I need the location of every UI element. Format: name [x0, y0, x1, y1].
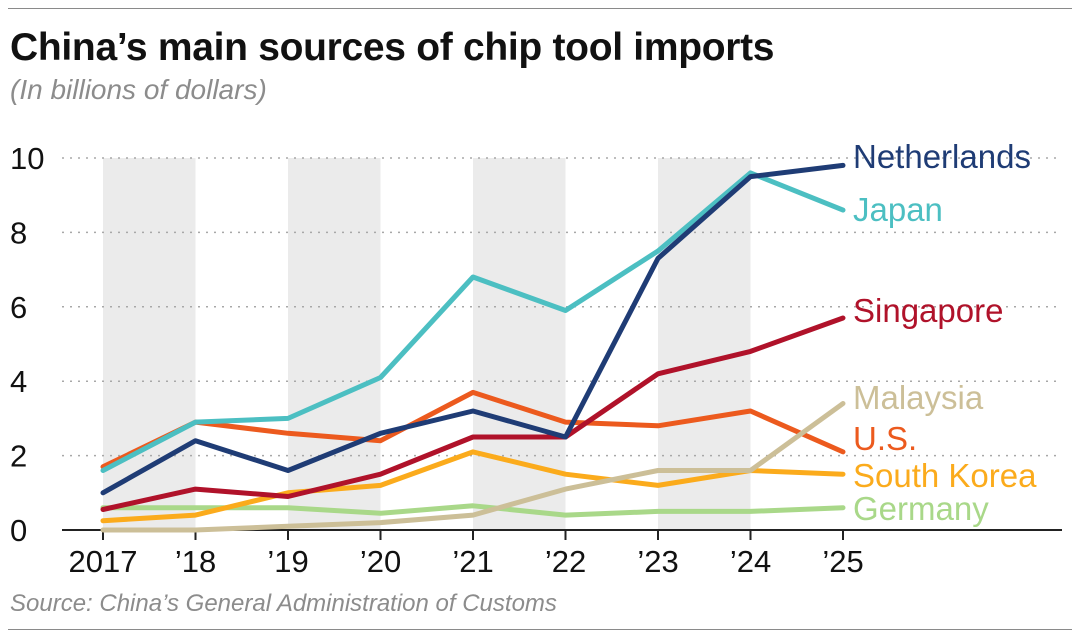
top-rule: [8, 8, 1072, 9]
shaded-band: [103, 158, 196, 530]
y-tick-label: 2: [10, 439, 27, 474]
axes: 0 2 4 6 8 10 2017 ’18 ’19 ’20 ’21 ’22 ’23 ’24 ’25: [10, 141, 1062, 579]
series-label: Malaysia: [853, 379, 984, 416]
x-tick-label: ’22: [545, 544, 586, 579]
x-tick-label: ’25: [822, 544, 863, 579]
source-note: Source: China’s General Administration o…: [10, 590, 557, 617]
shaded-band: [288, 158, 381, 530]
series-label: Netherlands: [853, 138, 1031, 175]
y-tick-label: 10: [10, 141, 44, 176]
y-tick-label: 8: [10, 215, 27, 250]
bottom-rule: [8, 629, 1072, 630]
chart-subtitle: (In billions of dollars): [10, 74, 267, 105]
x-tick-label: ’20: [360, 544, 401, 579]
series-line-u-s: [100, 389, 846, 470]
series-line-malaysia: [100, 401, 846, 533]
series-label: U.S.: [853, 420, 917, 457]
shaded-bands: [103, 158, 751, 530]
series-lines: [100, 162, 846, 533]
series-label: South Korea: [853, 457, 1037, 494]
y-tick-label: 0: [10, 513, 27, 548]
y-tick-label: 4: [10, 364, 27, 399]
series-line-singapore: [100, 315, 846, 512]
series-label: Japan: [853, 191, 943, 228]
series-label: Singapore: [853, 292, 1003, 329]
gridlines: [62, 157, 1062, 457]
series-line-south-korea: [100, 449, 846, 524]
y-tick-label: 6: [10, 290, 27, 325]
series-label: Germany: [853, 490, 989, 527]
series-line-japan: [100, 170, 846, 473]
x-tick-label: ’19: [267, 544, 308, 579]
x-tick-label: ’23: [637, 544, 678, 579]
x-tick-label: ’21: [452, 544, 493, 579]
shaded-band: [473, 158, 566, 530]
series-labels: Netherlands Japan Singapore Malaysia U.S.Sou…: [853, 138, 1037, 527]
x-tick-label: ’24: [730, 544, 771, 579]
chart-title: China’s main sources of chip tool import…: [10, 26, 775, 69]
x-tick-label: 2017: [69, 544, 138, 579]
x-tick-label: ’18: [175, 544, 216, 579]
series-line-netherlands: [100, 162, 846, 496]
